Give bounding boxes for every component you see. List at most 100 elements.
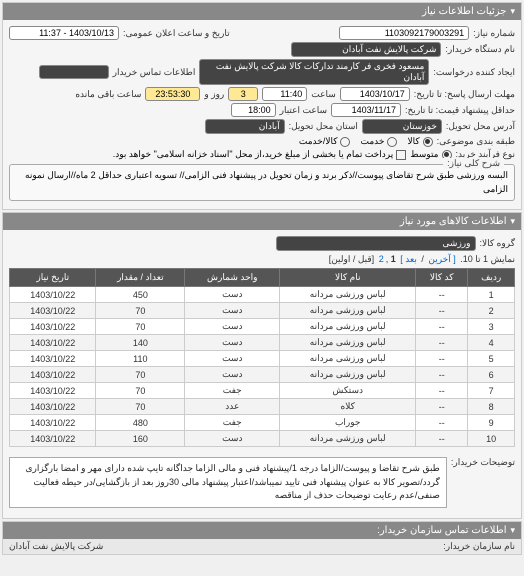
cell: 1403/10/22 (10, 335, 96, 351)
cell: -- (416, 351, 468, 367)
cell: 3 (468, 319, 515, 335)
footer-header: ▾ اطلاعات تماس سازمان خریدار: (3, 522, 521, 539)
pager-page-2[interactable]: 2 (379, 254, 384, 264)
pager-text: نمایش 1 تا 10. (460, 254, 515, 264)
price-time-label: ساعت اعتبار (280, 105, 327, 116)
cell: دستکش (280, 383, 416, 399)
cell: 1403/10/22 (10, 351, 96, 367)
cell: دست (185, 367, 280, 383)
price-deadline-label: حداقل پیشنهاد قیمت: تا تاریخ: (405, 105, 515, 116)
table-row[interactable]: 9--جورابجفت4801403/10/22 (10, 415, 515, 431)
cell: 1403/10/22 (10, 415, 96, 431)
table-row[interactable]: 10--لباس ورزشی مردانهدست1601403/10/22 (10, 431, 515, 447)
cell: 110 (96, 351, 185, 367)
collapse-icon[interactable]: ▾ (510, 6, 515, 17)
requester-label: ایجاد کننده درخواست: (433, 67, 515, 78)
goods-header: ▾ اطلاعات کالاهای مورد نیاز (3, 213, 521, 230)
cell: جوراب (280, 415, 416, 431)
table-row[interactable]: 7--دستکشجفت701403/10/22 (10, 383, 515, 399)
budget-radio-1[interactable]: خدمت (360, 136, 397, 147)
col-header: واحد شمارش (185, 269, 280, 287)
cell: 1403/10/22 (10, 383, 96, 399)
budget-radio-0[interactable]: کالا (407, 136, 432, 147)
radio-icon (340, 137, 350, 147)
cell: لباس ورزشی مردانه (280, 431, 416, 447)
cell: 480 (96, 415, 185, 431)
days-value: 3 (228, 87, 258, 101)
cell: 1403/10/22 (10, 399, 96, 415)
collapse-icon[interactable]: ▾ (510, 525, 515, 536)
remain-value: 23:53:30 (145, 87, 200, 101)
cell: -- (416, 335, 468, 351)
note-text: طبق شرح تقاضا و پیوست/الزاما درجه 1/پیشن… (9, 457, 447, 508)
cell: 1403/10/22 (10, 287, 96, 303)
cell: 160 (96, 431, 185, 447)
pager-last[interactable]: [ آخرین (428, 254, 455, 264)
table-row[interactable]: 1--لباس ورزشی مردانهدست4501403/10/22 (10, 287, 515, 303)
footer-title: اطلاعات تماس سازمان خریدار: (377, 525, 506, 536)
cell: 7 (468, 383, 515, 399)
cell: کلاه (280, 399, 416, 415)
cell: 140 (96, 335, 185, 351)
cell: لباس ورزشی مردانه (280, 319, 416, 335)
table-row[interactable]: 2--لباس ورزشی مردانهدست701403/10/22 (10, 303, 515, 319)
delivery-addr-label: آدرس محل تحویل: (446, 121, 515, 132)
cell: لباس ورزشی مردانه (280, 287, 416, 303)
cell: لباس ورزشی مردانه (280, 367, 416, 383)
cell: 1403/10/22 (10, 431, 96, 447)
cell: دست (185, 287, 280, 303)
price-time: 18:00 (231, 103, 276, 117)
cell: 1403/10/22 (10, 303, 96, 319)
pager-next[interactable]: بعد ] (400, 254, 417, 264)
pager-page-1: 1 (391, 254, 396, 264)
checkbox-icon (396, 150, 406, 160)
table-row[interactable]: 8--کلاهعدد701403/10/22 (10, 399, 515, 415)
note-label: توضیحات خریدار: (451, 453, 515, 468)
cell: -- (416, 319, 468, 335)
budget-radio-group: کالا خدمت کالا/خدمت (299, 136, 433, 147)
col-header: نام کالا (280, 269, 416, 287)
table-row[interactable]: 6--لباس ورزشی مردانهدست701403/10/22 (10, 367, 515, 383)
cell: 70 (96, 399, 185, 415)
table-row[interactable]: 3--لباس ورزشی مردانهدست701403/10/22 (10, 319, 515, 335)
cell: 10 (468, 431, 515, 447)
cell: -- (416, 367, 468, 383)
table-row[interactable]: 4--لباس ورزشی مردانهدست1401403/10/22 (10, 335, 515, 351)
cell: -- (416, 415, 468, 431)
pager: نمایش 1 تا 10. [ آخرین / بعد ] 1 ,2 [قبل… (9, 254, 515, 265)
budget-radio-2[interactable]: کالا/خدمت (299, 136, 351, 147)
cell: 1 (468, 287, 515, 303)
cell: 70 (96, 367, 185, 383)
cell: 8 (468, 399, 515, 415)
delivery-city-value: آبادان (205, 119, 285, 134)
cell: 1403/10/22 (10, 367, 96, 383)
table-header-row: ردیفکد کالانام کالاواحد شمارشتعداد / مقد… (10, 269, 515, 287)
cell: 5 (468, 351, 515, 367)
col-header: کد کالا (416, 269, 468, 287)
table-row[interactable]: 5--لباس ورزشی مردانهدست1101403/10/22 (10, 351, 515, 367)
cell: دست (185, 431, 280, 447)
seller-label: نام سازمان خریدار: (443, 541, 515, 552)
budget-label: طبقه بندی موضوعی: (437, 136, 515, 147)
deadline-date: 1403/10/17 (340, 87, 410, 101)
cell: دست (185, 351, 280, 367)
description-box: شرح کلی نیاز: البسه ورزشی طبق شرح تقاضای… (9, 164, 515, 201)
goods-title: اطلاعات کالاهای مورد نیاز (400, 216, 507, 227)
buyer-label: نام دستگاه خریدار: (445, 44, 515, 55)
pay-check-option[interactable]: پرداخت تمام یا بخشی از مبلغ خرید،از محل … (113, 149, 406, 160)
delivery-city-label: استان محل تحویل: (289, 121, 358, 132)
cell: دست (185, 335, 280, 351)
goods-panel: ▾ اطلاعات کالاهای مورد نیاز گروه کالا: و… (2, 212, 522, 519)
col-header: ردیف (468, 269, 515, 287)
pager-pages: 1 ,2 (377, 254, 396, 264)
collapse-icon[interactable]: ▾ (510, 216, 515, 227)
radio-icon (387, 137, 397, 147)
cell: -- (416, 287, 468, 303)
cell: عدد (185, 399, 280, 415)
number-label: شماره نیاز: (473, 28, 515, 39)
cell: 4 (468, 335, 515, 351)
cell: 1403/10/22 (10, 319, 96, 335)
cell: جفت (185, 383, 280, 399)
desc-title: شرح کلی نیاز: (443, 158, 504, 169)
footer-panel: ▾ اطلاعات تماس سازمان خریدار: نام سازمان… (2, 521, 522, 555)
